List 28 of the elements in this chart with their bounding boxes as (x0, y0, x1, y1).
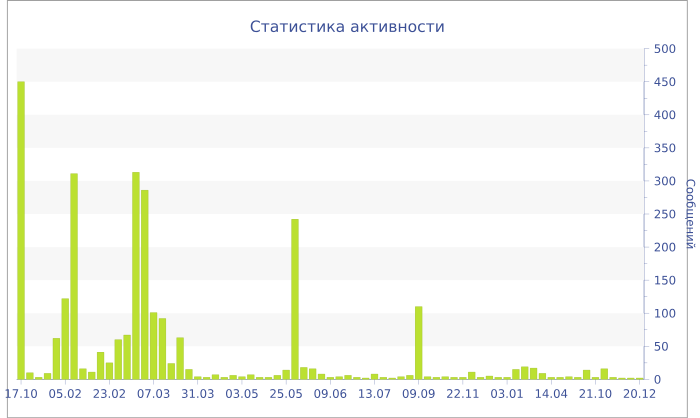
y-tick-label: 150 (655, 276, 676, 284)
y-tick-label: 350 (654, 143, 676, 152)
x-tick-label: 25.05 (270, 389, 302, 398)
y-tick-label: 450 (654, 77, 676, 86)
y-tick-label: 50 (654, 342, 668, 351)
y-tick-label: 400 (654, 110, 676, 120)
x-tick-label: 03.01 (491, 389, 523, 398)
x-tick-label: 17.10 (6, 389, 37, 398)
y-tick-label: 200 (654, 242, 676, 252)
y-tick-label: 250 (654, 209, 676, 218)
x-tick-label: 05.02 (49, 389, 81, 398)
chart-title: Статистика активности (250, 20, 444, 32)
x-tick-label: 23.02 (94, 389, 125, 398)
x-tick-label: 22.11 (447, 389, 479, 398)
x-tick-label: 13.07 (359, 389, 390, 398)
x-tick-label: 31.03 (182, 389, 214, 398)
x-tick-label: 14.04 (536, 389, 568, 398)
x-tick-label: 07.03 (138, 389, 170, 398)
y-tick-label: 300 (654, 176, 676, 186)
x-tick-label: 03.05 (226, 389, 258, 398)
y-tick-label: 100 (655, 308, 676, 318)
y-tick-label: 500 (654, 44, 676, 53)
y-axis-title: Сообщений (685, 179, 696, 248)
x-tick-label: 20.12 (624, 389, 656, 398)
x-tick-label: 09.09 (402, 389, 435, 398)
y-tick-label: 0 (654, 374, 660, 384)
x-tick-label: 21.10 (580, 389, 612, 398)
x-tick-label: 09.06 (314, 389, 346, 398)
